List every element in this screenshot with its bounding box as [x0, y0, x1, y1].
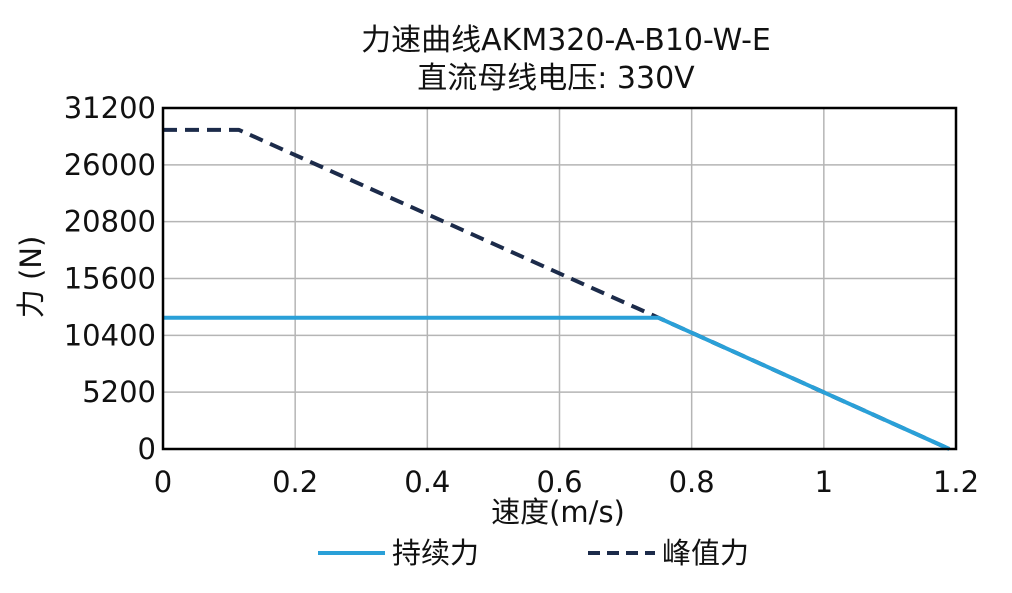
y-tick-label: 0: [138, 432, 156, 466]
y-axis-label: 力 (N): [14, 236, 48, 319]
series-line-peak-force: [163, 127, 951, 451]
series-lines: [163, 127, 951, 451]
x-tick-labels: 0 0.2 0.4 0.6 0.8 1 1.2: [154, 465, 979, 499]
chart-subtitle: 直流母线电压: 330V: [417, 61, 695, 96]
y-tick-label: 26000: [64, 148, 156, 182]
chart-title: 力速曲线AKM320-A-B10-W-E: [361, 23, 771, 58]
x-tick-label: 1.2: [933, 465, 979, 499]
x-tick-label: 0.4: [404, 465, 450, 499]
legend-label-continuous: 持续力: [392, 536, 479, 570]
x-tick-label: 1: [815, 465, 833, 499]
x-tick-label: 0: [154, 465, 172, 499]
x-tick-label: 0.2: [272, 465, 318, 499]
x-tick-label: 0.8: [669, 465, 715, 499]
y-tick-label: 10400: [64, 318, 156, 352]
x-axis-label: 速度(m/s): [491, 495, 625, 529]
y-tick-label: 5200: [82, 375, 156, 409]
series-line-continuous-force: [163, 315, 951, 451]
x-tick-label: 0.6: [536, 465, 582, 499]
legend: 持续力 峰值力: [318, 536, 749, 570]
grid-lines: [163, 108, 956, 449]
y-tick-label: 31200: [64, 91, 156, 125]
y-tick-label: 20800: [64, 205, 156, 239]
y-tick-label: 15600: [64, 262, 156, 296]
y-tick-labels: 0 5200 10400 15600 20800 26000 31200: [64, 91, 156, 466]
legend-label-peak: 峰值力: [662, 536, 749, 570]
plot-frame: [161, 106, 958, 451]
